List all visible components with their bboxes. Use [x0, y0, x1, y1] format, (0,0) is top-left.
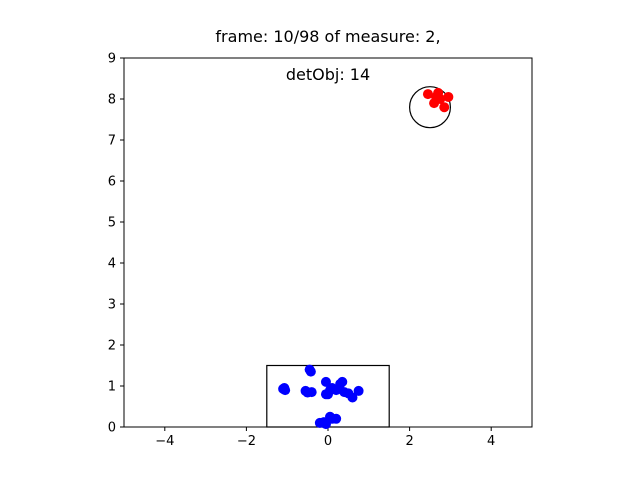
y-tick-label: 7 [108, 134, 116, 149]
y-tick-label: 0 [108, 421, 116, 436]
data-point-series-1 [278, 383, 289, 394]
data-point-series-1 [353, 385, 364, 396]
boundary-circle [409, 86, 452, 129]
data-point-series-1 [306, 387, 317, 398]
plot-frame [123, 57, 533, 428]
x-tick-label: 2 [405, 434, 413, 449]
data-point-series-2 [439, 102, 450, 113]
y-tick-label: 8 [108, 93, 116, 108]
data-point-series-1 [337, 376, 348, 387]
y-tick-label: 2 [108, 339, 116, 354]
data-point-series-1 [320, 376, 331, 387]
x-tick-label: −4 [155, 434, 174, 449]
chart-title-line-1: frame: 10/98 of measure: 2, [215, 27, 441, 46]
y-tick-label: 5 [108, 216, 116, 231]
y-tick-label: 4 [108, 257, 116, 272]
x-tick-label: 4 [487, 434, 495, 449]
data-point-series-1 [347, 392, 358, 403]
y-tick-label: 1 [108, 380, 116, 395]
y-tick-label: 3 [108, 298, 116, 313]
data-point-series-2 [443, 91, 454, 102]
data-point-series-1 [331, 413, 342, 424]
chart-title: frame: 10/98 of measure: 2, detObj: 14 [0, 8, 640, 103]
x-tick-label: −2 [237, 434, 256, 449]
data-point-series-2 [422, 89, 433, 100]
chart-title-line-2: detObj: 14 [285, 65, 371, 84]
x-tick-label: 0 [324, 434, 332, 449]
data-point-series-1 [305, 366, 316, 377]
y-tick-label: 6 [108, 175, 116, 190]
data-point-series-2 [435, 94, 446, 104]
y-tick-label: 9 [108, 52, 116, 67]
